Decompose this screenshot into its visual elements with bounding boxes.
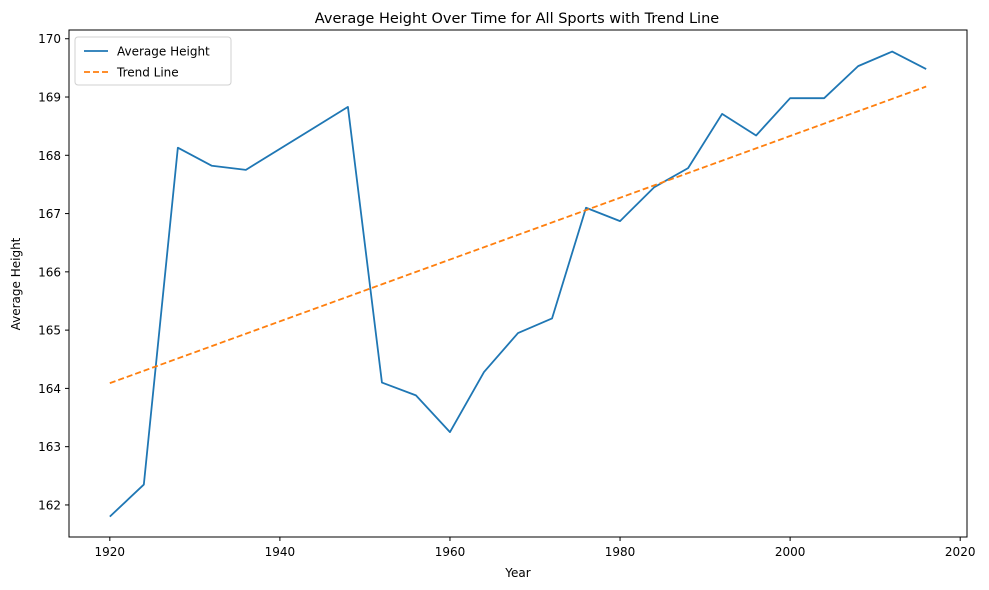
chart-title: Average Height Over Time for All Sports … (315, 11, 719, 27)
y-tick-label: 163 (38, 440, 61, 454)
series-line-trend-line (109, 85, 927, 384)
x-tick-label: 1940 (265, 545, 296, 559)
x-tick-label: 2020 (945, 545, 976, 559)
series-layer (109, 50, 927, 518)
y-tick-label: 164 (38, 382, 61, 396)
legend-label-trend-line: Trend Line (116, 66, 179, 80)
y-tick-label: 166 (38, 265, 61, 279)
y-tick-label: 168 (38, 149, 61, 163)
y-tick-label: 162 (38, 498, 61, 512)
x-tick-label: 1980 (605, 545, 636, 559)
x-axis-ticks: 1920 1940 1960 1980 2000 2020 (95, 537, 976, 559)
x-axis-label: Year (504, 566, 530, 580)
y-tick-label: 169 (38, 91, 61, 105)
legend-box (74, 36, 232, 86)
y-axis-ticks: 162 163 164 165 166 167 168 169 170 (38, 32, 69, 512)
y-tick-label: 165 (38, 324, 61, 338)
plot-area (69, 30, 967, 537)
series-line-average-height (109, 50, 927, 518)
y-axis-label: Average Height (9, 237, 23, 330)
x-tick-label: 2000 (775, 545, 806, 559)
legend: Average Height Trend Line (74, 36, 232, 86)
y-tick-label: 170 (38, 32, 61, 46)
plot-frame (68, 29, 968, 538)
x-tick-label: 1920 (95, 545, 126, 559)
legend-label-average-height: Average Height (117, 45, 210, 59)
y-tick-label: 167 (38, 207, 61, 221)
x-tick-label: 1960 (435, 545, 466, 559)
